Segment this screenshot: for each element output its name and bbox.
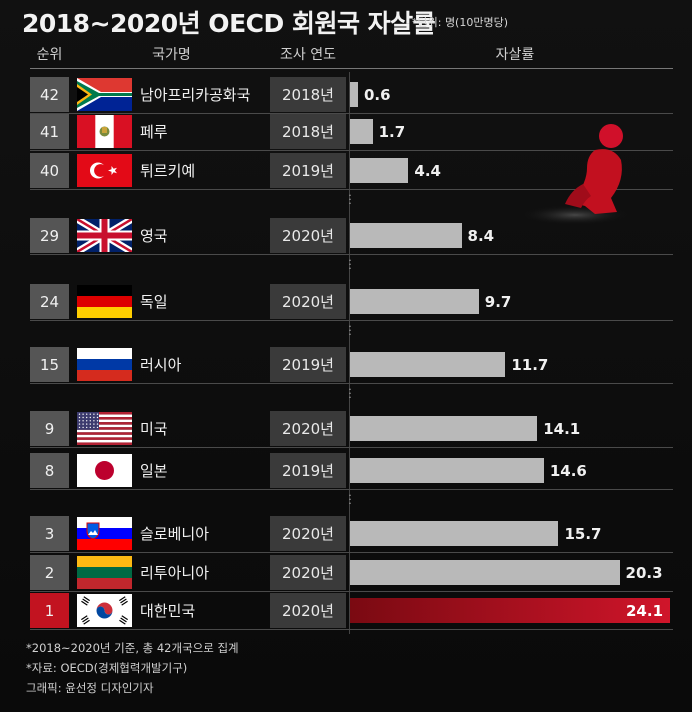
survey-year: 2018년 [270, 77, 346, 112]
survey-year: 2020년 [270, 284, 346, 319]
value-label: 11.7 [511, 355, 549, 374]
country-name: 독일 [140, 293, 168, 311]
bar [350, 416, 538, 441]
footnote-basis: *2018~2020년 기준, 총 42개국으로 집계 [26, 641, 239, 655]
unit-note: *단위: 명(10만명당) [412, 16, 509, 29]
survey-year: 2020년 [270, 555, 346, 590]
survey-year: 2020년 [270, 516, 346, 551]
year-header: 조사 연도 [280, 47, 336, 63]
rank-cell: 2 [30, 555, 69, 590]
row-divider [30, 254, 673, 255]
value-label: 9.7 [484, 292, 512, 311]
ellipsis-marker: · · · [348, 189, 352, 210]
survey-year: 2019년 [270, 347, 346, 382]
ellipsis-marker: · · · [348, 320, 352, 341]
germany-flag-icon [77, 285, 132, 318]
survey-year: 2018년 [270, 114, 346, 149]
row-divider [30, 113, 673, 114]
country-name: 리투아니아 [140, 564, 210, 582]
row-divider [30, 189, 673, 190]
rank-cell: 3 [30, 516, 69, 551]
header-divider [30, 68, 673, 69]
rate-header: 자살률 [495, 47, 535, 63]
ellipsis-marker: · · · [348, 489, 352, 510]
bar [350, 560, 620, 585]
country-name: 슬로베니아 [140, 525, 210, 543]
bar [350, 82, 358, 107]
rank-cell: 40 [30, 153, 69, 188]
value-label: 14.6 [549, 461, 587, 480]
survey-year: 2020년 [270, 411, 346, 446]
footnote-source: *자료: OECD(경제협력개발기구) [26, 661, 188, 675]
rank-cell: 15 [30, 347, 69, 382]
row-divider [30, 447, 673, 448]
value-label: 1.7 [378, 122, 406, 141]
turkey-flag-icon [77, 154, 132, 187]
value-label: 24.1 [626, 601, 664, 620]
row-divider [30, 383, 673, 384]
country-name: 대한민국 [140, 602, 196, 620]
bar [350, 158, 409, 183]
row-divider [30, 629, 673, 630]
value-label: 0.6 [363, 85, 391, 104]
lithuania-flag-icon [77, 556, 132, 589]
value-label: 8.4 [467, 226, 495, 245]
bar [350, 521, 559, 546]
rank-cell: 42 [30, 77, 69, 112]
peru-flag-icon [77, 115, 132, 148]
rank-cell: 1 [30, 593, 69, 628]
value-label: 15.7 [564, 524, 602, 543]
row-divider [30, 150, 673, 151]
japan-flag-icon [77, 454, 132, 487]
bar [350, 598, 670, 623]
row-divider [30, 591, 673, 592]
chart-title: 2018~2020년 OECD 회원국 자살률 [22, 9, 436, 38]
survey-year: 2020년 [270, 593, 346, 628]
country-name: 남아프리카공화국 [140, 86, 251, 104]
country-name: 미국 [140, 420, 168, 438]
slovenia-flag-icon [77, 517, 132, 550]
country-name: 일본 [140, 462, 168, 480]
rank-cell: 29 [30, 218, 69, 253]
rank-header: 순위 [36, 47, 63, 63]
rank-cell: 24 [30, 284, 69, 319]
country-header: 국가명 [152, 47, 191, 63]
rank-cell: 8 [30, 453, 69, 488]
russia-flag-icon [77, 348, 132, 381]
crouching-person-icon [525, 124, 630, 225]
value-label: 14.1 [543, 419, 581, 438]
country-name: 러시아 [140, 356, 182, 374]
rank-cell: 9 [30, 411, 69, 446]
country-name: 페루 [140, 123, 168, 141]
row-divider [30, 320, 673, 321]
bar [350, 223, 462, 248]
bar [350, 289, 479, 314]
bar [350, 119, 373, 144]
rank-cell: 41 [30, 114, 69, 149]
korea-flag-icon [77, 594, 132, 627]
ellipsis-marker: · · · [348, 254, 352, 275]
survey-year: 2019년 [270, 153, 346, 188]
uk-flag-icon [77, 219, 132, 252]
footnote-credit: 그래픽: 윤선정 디자인기자 [26, 681, 154, 695]
bar [350, 352, 506, 377]
country-name: 영국 [140, 227, 168, 245]
survey-year: 2020년 [270, 218, 346, 253]
survey-year: 2019년 [270, 453, 346, 488]
bar [350, 458, 544, 483]
value-label: 20.3 [625, 563, 663, 582]
footnotes: *2018~2020년 기준, 총 42개국으로 집계 *자료: OECD(경제… [26, 638, 239, 698]
bar-baseline [349, 72, 350, 634]
south-africa-flag-icon [77, 78, 132, 111]
row-divider [30, 552, 673, 553]
country-name: 튀르키예 [140, 162, 196, 180]
row-divider [30, 489, 673, 490]
value-label: 4.4 [414, 161, 441, 180]
ellipsis-marker: · · · [348, 383, 352, 404]
usa-flag-icon [77, 412, 132, 445]
